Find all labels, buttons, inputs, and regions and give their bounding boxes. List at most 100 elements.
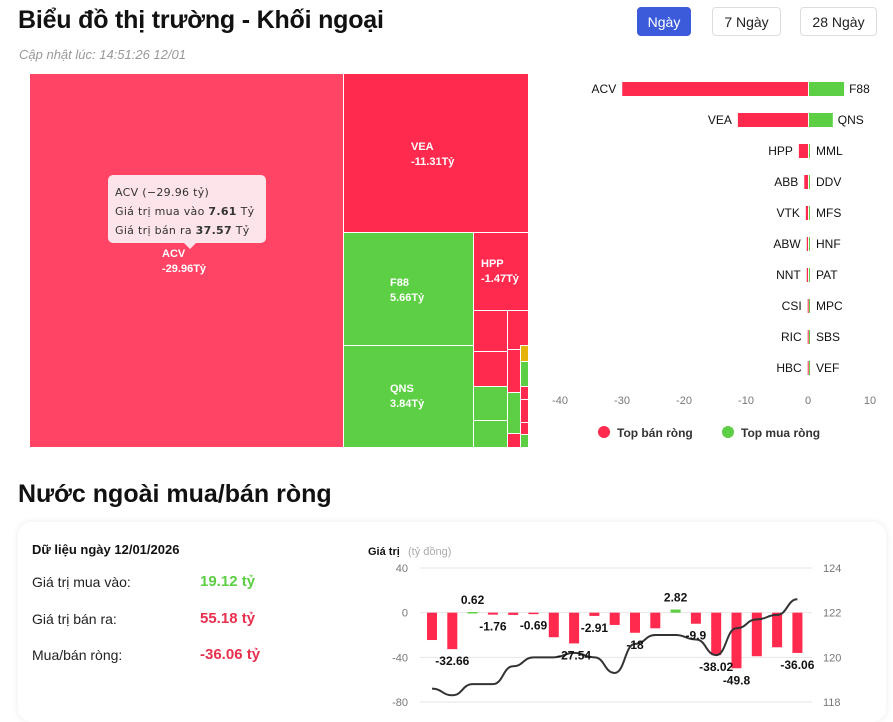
- buy-bar: [809, 361, 810, 375]
- treemap-cell[interactable]: [520, 345, 529, 362]
- cell-value: -29.96Tỷ: [162, 263, 207, 275]
- treemap-cell[interactable]: [473, 386, 508, 421]
- x-tick-label: -20: [676, 395, 692, 407]
- net-bar: [508, 612, 519, 615]
- treemap-cell[interactable]: [507, 433, 521, 448]
- net-bar: [650, 612, 661, 629]
- treemap-cell[interactable]: [507, 349, 521, 393]
- section-title: Nước ngoài mua/bán ròng: [18, 480, 332, 508]
- net-bar: [548, 612, 559, 638]
- buy-bar-label: MML: [816, 144, 843, 158]
- treemap-cell-hpp[interactable]: HPP -1.47Tỷ: [473, 232, 529, 311]
- price-line: [431, 598, 798, 697]
- y2-tick-label: 124: [823, 563, 841, 575]
- buy-bar: [809, 206, 810, 220]
- treemap-cell-vea[interactable]: VEA -11.31Tỷ: [343, 73, 529, 233]
- treemap-cell-f88[interactable]: F88 5.66Tỷ: [343, 232, 474, 346]
- treemap-tooltip: ACV (−29.96 tỷ) Giá trị mua vào 7.61 Tỷ …: [108, 175, 266, 249]
- tooltip-sell-value: 37.57: [195, 224, 232, 237]
- tooltip-buy-value: 7.61: [208, 205, 237, 218]
- bar-value-label: -2.91: [581, 621, 609, 635]
- cell-ticker: ACV: [162, 248, 186, 260]
- treemap-cell-qns[interactable]: QNS 3.84Tỷ: [343, 345, 474, 448]
- sell-bar: [622, 82, 808, 96]
- buy-bar-label: HNF: [816, 237, 841, 251]
- treemap-cell[interactable]: [520, 399, 529, 423]
- sell-bar-label: ABW: [773, 237, 801, 251]
- net-bar: [731, 612, 742, 669]
- buy-bar-label: MPC: [816, 299, 843, 313]
- sell-bar: [737, 113, 808, 127]
- net-bar: [589, 612, 600, 616]
- bar-value-label: 2.82: [664, 591, 688, 605]
- treemap-cell[interactable]: [507, 310, 529, 350]
- cell-value: 3.84Tỷ: [390, 398, 425, 410]
- sell-bar: [798, 144, 808, 158]
- net-bar: [792, 612, 803, 653]
- net-label: Mua/bán ròng:: [32, 647, 123, 663]
- bar-value-label: -18: [626, 638, 644, 652]
- treemap-cell[interactable]: [507, 392, 521, 434]
- sell-bar-label: HBC: [776, 361, 802, 375]
- treemap-cell[interactable]: [520, 386, 529, 400]
- updated-time: Cập nhật lúc: 14:51:26 12/01: [19, 47, 186, 62]
- tab-7-days[interactable]: 7 Ngày: [712, 7, 781, 36]
- buy-bar-label: VEF: [816, 361, 839, 375]
- y-axis-unit: (tỷ đồng): [408, 546, 451, 558]
- x-tick-label: -30: [614, 395, 630, 407]
- buy-bar: [809, 175, 810, 189]
- treemap-cell-acv[interactable]: ACV -29.96Tỷ: [29, 73, 344, 448]
- buy-bar: [809, 330, 810, 344]
- tooltip-unit: Tỷ: [235, 224, 250, 237]
- net-bar: [528, 612, 539, 615]
- sell-bar-label: ACV: [592, 82, 617, 96]
- y-tick-label: -40: [392, 652, 408, 664]
- bar-value-label: -27.54: [557, 648, 591, 662]
- y-tick-label: 0: [402, 608, 408, 620]
- net-bar: [447, 612, 458, 650]
- legend-buy-dot: [722, 426, 734, 438]
- y2-tick-label: 122: [823, 608, 841, 620]
- sell-bar-label: VTK: [776, 206, 799, 220]
- sell-bar: [806, 237, 808, 251]
- cell-ticker: HPP: [481, 258, 504, 270]
- net-bar: [467, 611, 478, 614]
- net-bar: [751, 612, 762, 657]
- treemap-cell[interactable]: [520, 361, 529, 387]
- cell-value: 5.66Tỷ: [390, 292, 425, 304]
- net-bar: [690, 612, 701, 624]
- buy-label: Giá trị mua vào:: [32, 574, 131, 590]
- buy-bar: [809, 237, 810, 251]
- legend-buy-label: Top mua ròng: [741, 426, 820, 440]
- x-tick-label: -10: [738, 395, 754, 407]
- data-date: Dữ liệu ngày 12/01/2026: [32, 542, 180, 557]
- bar-value-label: 0.62: [461, 593, 485, 607]
- bar-value-label: -38.02: [699, 660, 733, 674]
- bar-value-label: -1.76: [479, 620, 507, 634]
- treemap-cell[interactable]: [473, 351, 508, 387]
- x-tick-label: 10: [864, 395, 876, 407]
- bar-value-label: -36.06: [780, 658, 814, 672]
- tooltip-title: ACV (−29.96 tỷ): [115, 186, 210, 199]
- net-bar: [609, 612, 620, 625]
- buy-bar: [809, 82, 845, 96]
- cell-value: -1.47Tỷ: [481, 273, 519, 285]
- y-tick-label: -80: [392, 697, 408, 709]
- buy-value: 19.12 tỷ: [200, 573, 256, 590]
- bar-value-label: -0.69: [520, 618, 548, 632]
- treemap-cell[interactable]: [473, 310, 508, 352]
- sell-bar: [807, 330, 809, 344]
- buy-bar-label: DDV: [816, 175, 841, 189]
- treemap-cell[interactable]: [520, 434, 529, 448]
- tab-day[interactable]: Ngày: [637, 7, 691, 36]
- treemap-cell[interactable]: [473, 420, 508, 448]
- sell-bar: [805, 206, 808, 220]
- daily-net-chart: Giá trị (tỷ đồng)40 0 -40 -80 124 122 120 118 -32…: [368, 546, 841, 709]
- tab-28-days[interactable]: 28 Ngày: [800, 7, 877, 36]
- y-tick-label: 40: [396, 563, 408, 575]
- net-bar: [427, 612, 437, 641]
- top-net-bar-chart: ACV F88 VEA QNS HPP MML ABB DDV VTK MFS ABW HNF NNT P…: [552, 82, 876, 440]
- sell-bar-label: VEA: [708, 113, 732, 127]
- sell-bar-label: CSI: [782, 299, 802, 313]
- net-bar: [569, 612, 580, 644]
